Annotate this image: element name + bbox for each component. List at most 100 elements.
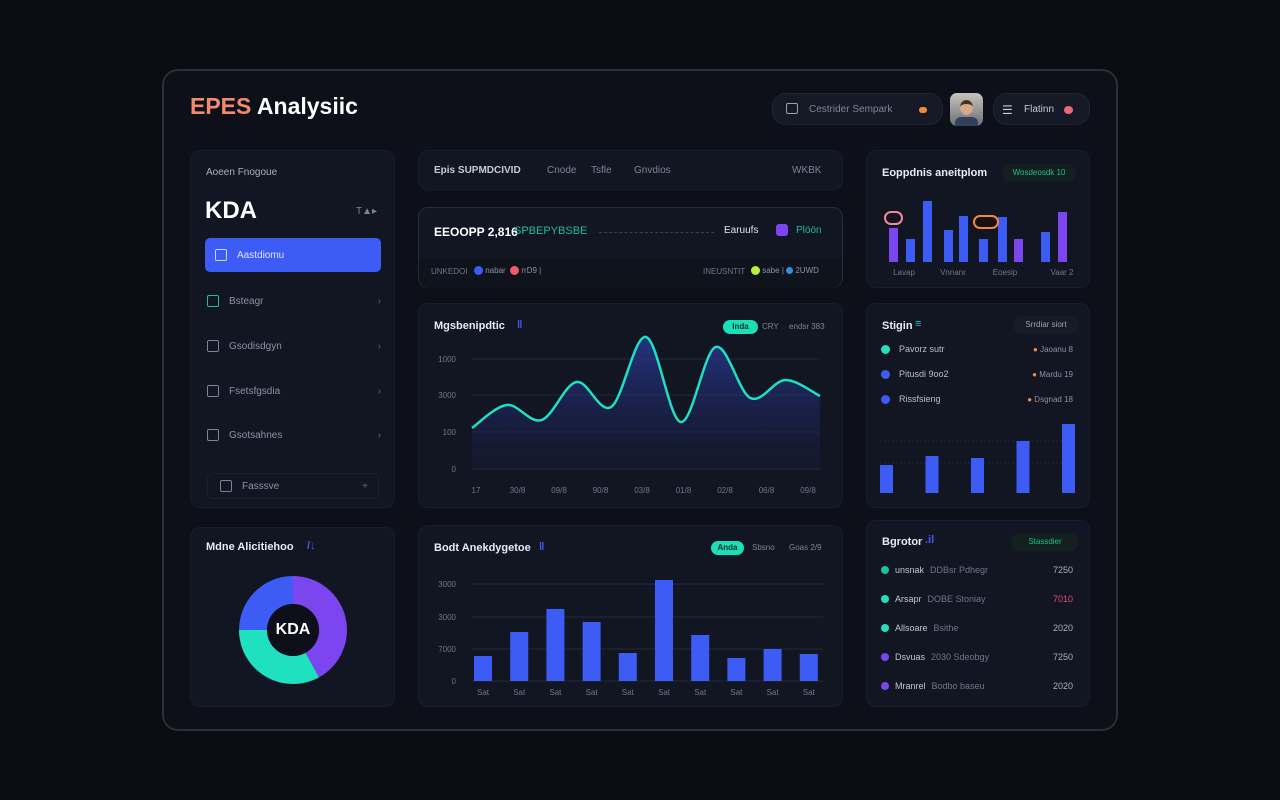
bar[interactable] <box>925 456 939 493</box>
bar[interactable] <box>1014 239 1023 262</box>
bar[interactable] <box>1062 424 1075 493</box>
y-tick-label: 0 <box>452 677 457 686</box>
bar[interactable] <box>510 632 529 681</box>
avatar[interactable] <box>950 93 983 126</box>
sidebar-item-label: Gsotsahnes <box>229 429 283 441</box>
bar[interactable] <box>971 458 984 493</box>
annotation-marker <box>884 211 903 225</box>
toggle-active[interactable]: Inda <box>723 320 758 334</box>
donut-title: Mdne Alicitiehoo <box>206 541 294 553</box>
sidebar-footer-label: Fasssve <box>242 480 280 492</box>
y-tick-label: 7000 <box>438 645 456 654</box>
x-tick-label: Sat <box>549 688 562 697</box>
kpi-right-value: Plöön <box>796 225 822 236</box>
bar[interactable] <box>582 621 601 681</box>
bar[interactable] <box>923 201 932 262</box>
stats-title: Stigin <box>882 320 913 332</box>
bar[interactable] <box>546 608 565 681</box>
x-tick-label: Lavap <box>893 268 915 277</box>
status-dot <box>881 595 889 603</box>
chevron-right-icon: › <box>377 295 381 307</box>
bar[interactable] <box>906 239 915 262</box>
bar[interactable] <box>1016 441 1030 493</box>
bar-chart-title: Bodt Anekdygetoe <box>434 542 531 554</box>
x-tick-label: Sat <box>513 688 526 697</box>
trend-icon: /↓ <box>307 540 316 552</box>
search-bar[interactable]: Cestrider Sempark <box>772 93 943 125</box>
sidebar-item[interactable]: Fsetsfgsdia › <box>205 376 381 406</box>
donut-slice <box>293 576 347 678</box>
x-tick-label: Sat <box>586 688 599 697</box>
list-badge[interactable]: Stassdier <box>1011 533 1079 551</box>
tab-week[interactable]: WKBK <box>792 165 822 176</box>
y-tick-label: 100 <box>443 428 457 437</box>
list-item-desc: 2030 Sdeobgy <box>931 652 990 662</box>
list-item[interactable]: Allsoare Bsithe 2020 <box>881 620 1073 636</box>
legend-value: ● Dsgnad 18 <box>1027 394 1073 404</box>
toggle-option[interactable]: endsr 383 <box>789 322 825 331</box>
list-item[interactable]: Mranrel Bodbo baseu 2020 <box>881 678 1073 694</box>
user-menu[interactable]: ☰ Flatinn <box>993 93 1090 125</box>
bar[interactable] <box>979 239 988 262</box>
sidebar-item[interactable]: Gsotsahnes › <box>205 420 381 450</box>
toggle-option[interactable]: Goas 2/9 <box>789 543 822 552</box>
search-input[interactable]: Cestrider Sempark <box>809 104 893 115</box>
divider <box>599 232 714 233</box>
search-icon <box>786 103 798 114</box>
bar[interactable] <box>998 217 1007 262</box>
tab-reports[interactable]: Gnvdios <box>634 165 671 176</box>
stats-badge[interactable]: Srrdiar siort <box>1013 316 1079 334</box>
bar[interactable] <box>959 216 968 262</box>
bar[interactable] <box>880 465 893 493</box>
list-item[interactable]: Arsapr DOBE Stoniay 7010 <box>881 591 1073 607</box>
list-item-desc: Bsithe <box>933 623 959 633</box>
x-tick-label: Vaar 2 <box>1051 268 1075 277</box>
list-title: Bgrotor <box>882 536 923 548</box>
bar[interactable] <box>799 654 818 681</box>
sidebar-item-label: Gsodisdgyn <box>229 340 282 352</box>
chevron-right-icon: › <box>377 429 381 441</box>
bar[interactable] <box>1041 232 1050 262</box>
toggle-option[interactable]: Sbsno <box>752 543 775 552</box>
x-tick-label: 09/8 <box>800 486 816 495</box>
legend-dot <box>881 344 890 354</box>
menu-icon: ☰ <box>1002 103 1013 117</box>
y-tick-label: 3000 <box>438 391 456 400</box>
bar[interactable] <box>944 230 953 262</box>
donut-center-label: KDA <box>275 621 311 638</box>
mini-bar-badge[interactable]: Wosdeosdk 10 <box>1002 164 1076 182</box>
bar[interactable] <box>889 228 898 262</box>
x-tick-label: 30/8 <box>510 486 526 495</box>
x-tick-label: 90/8 <box>593 486 609 495</box>
sidebar-footer-button[interactable]: Fasssve + <box>207 473 379 499</box>
sidebar-item[interactable]: Bsteagr › <box>205 286 381 316</box>
sidebar-item-label: Fsetsfgsdia <box>229 385 281 397</box>
book-icon <box>220 480 232 492</box>
bar[interactable] <box>1058 212 1067 262</box>
tab-table[interactable]: Tsfle <box>591 165 612 176</box>
sidebar-item-active[interactable]: Aastdiomu <box>205 238 381 272</box>
sidebar-item[interactable]: Gsodisdgyn › <box>205 331 381 361</box>
bar[interactable] <box>763 648 782 681</box>
sidebar-item-label: Bsteagr <box>229 295 264 307</box>
bar[interactable] <box>727 658 746 681</box>
bar[interactable] <box>655 579 673 681</box>
y-tick-label: 3000 <box>438 580 456 589</box>
tab-code[interactable]: Cnode <box>547 165 577 176</box>
plus-icon: + <box>362 480 368 492</box>
legend-swatch <box>776 224 788 236</box>
tab-overview[interactable]: Epis SUPMDCIVID <box>434 165 521 176</box>
toggle-active[interactable]: Anda <box>711 541 744 555</box>
sidebar-big-label: KDA <box>205 197 257 224</box>
bar[interactable] <box>618 652 637 681</box>
legend-label: Rissfsieng <box>899 394 941 404</box>
toggle-option[interactable]: CRY <box>762 322 779 331</box>
legend-item: Rissfsieng ● Dsgnad 18 <box>881 391 1073 407</box>
list-item[interactable]: unsnak DDBsr Pdhegr 7250 <box>881 562 1073 578</box>
bar[interactable] <box>474 656 492 681</box>
legend-item: nabar rrD9 | <box>474 266 541 276</box>
list-item-name: Arsapr <box>895 594 922 604</box>
bar[interactable] <box>691 634 710 681</box>
x-tick-label: Eoesip <box>993 268 1018 277</box>
list-item[interactable]: Dsvuas 2030 Sdeobgy 7250 <box>881 649 1073 665</box>
